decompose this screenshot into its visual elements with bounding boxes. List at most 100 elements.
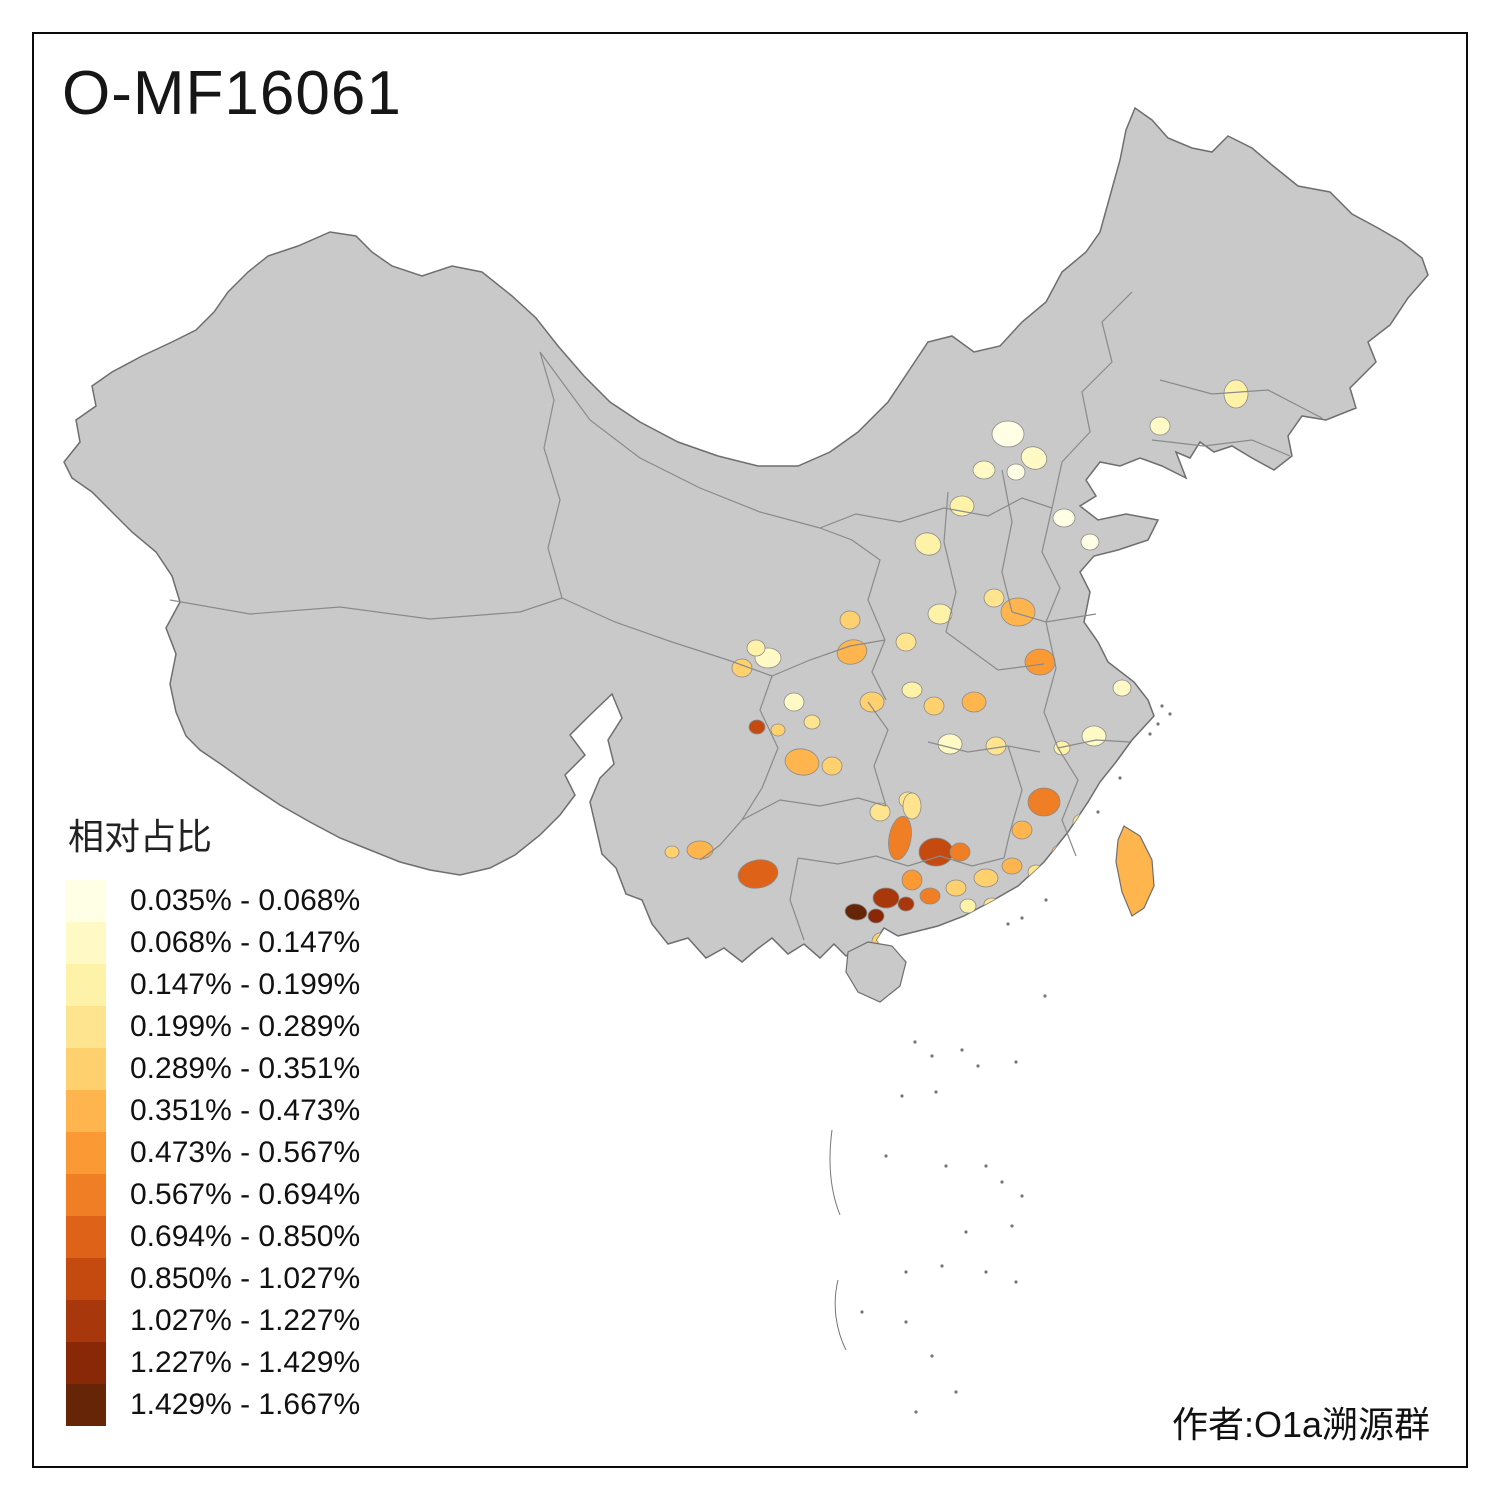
islet-dot [1020, 1194, 1024, 1198]
prefecture-region [1112, 679, 1132, 697]
prefecture-region [869, 802, 891, 822]
prefecture-region [949, 495, 975, 517]
legend-label: 0.473% - 0.567% [130, 1136, 361, 1169]
prefecture-region [784, 748, 820, 776]
prefecture-region [983, 588, 1005, 608]
legend-row: 1.227% - 1.429% [66, 1342, 360, 1384]
prefecture-region [985, 736, 1007, 756]
prefecture-region [872, 887, 900, 909]
prefecture-region [1011, 820, 1033, 840]
legend-row: 0.694% - 0.850% [66, 1216, 360, 1258]
prefecture-region [1051, 844, 1069, 860]
prefecture-region [923, 696, 945, 716]
prefecture-region [918, 837, 954, 867]
legend-swatch [66, 880, 106, 922]
prefecture-region [902, 792, 922, 820]
legend-row: 0.035% - 0.068% [66, 880, 360, 922]
hainan-island [845, 941, 907, 1003]
prefecture-region [737, 859, 779, 889]
legend-label: 0.694% - 0.850% [130, 1220, 361, 1253]
legend-rows: 0.035% - 0.068% 0.068% - 0.147% 0.147% - 0… [66, 880, 360, 1426]
prefecture-region [1027, 787, 1061, 817]
prefecture-region [959, 898, 977, 914]
legend-label: 0.035% - 0.068% [130, 884, 361, 917]
prefecture-region [973, 868, 999, 888]
islet-dot [1096, 810, 1100, 814]
prefecture-region [1117, 636, 1135, 652]
legend-label: 0.199% - 0.289% [130, 1010, 361, 1043]
legend-row: 1.027% - 1.227% [66, 1300, 360, 1342]
islet-dot [1043, 994, 1047, 998]
legend-swatch [66, 1090, 106, 1132]
prefecture-region [1000, 597, 1036, 627]
prefecture-region [1081, 725, 1107, 747]
prefecture-region [927, 603, 953, 625]
prefecture-region [867, 908, 885, 924]
prefecture-region [895, 632, 917, 652]
prefecture-region [783, 692, 805, 712]
legend: 相对占比 0.035% - 0.068% 0.068% - 0.147% 0.147… [66, 808, 360, 1426]
prefecture-region [746, 639, 766, 657]
legend-label: 0.351% - 0.473% [130, 1094, 361, 1127]
legend-swatch [66, 1300, 106, 1342]
prefecture-region [803, 714, 821, 730]
province-borders [169, 291, 1323, 941]
legend-row: 0.147% - 0.199% [66, 964, 360, 1006]
islet-dot [1044, 898, 1048, 902]
prefecture-region [1052, 508, 1076, 528]
prefecture-region [914, 532, 942, 556]
prefecture-region [1027, 864, 1045, 880]
islet-dot [976, 1064, 980, 1068]
south-china-sea-islands [860, 704, 1172, 1414]
author-credit: 作者:O1a溯源群 [1171, 1404, 1430, 1445]
islet-dot [1000, 1180, 1004, 1184]
islet-dot [934, 1090, 938, 1094]
islet-dot [1010, 1224, 1014, 1228]
islet-dot [960, 1048, 964, 1052]
prefecture-region [686, 840, 714, 860]
prefecture-region [991, 420, 1025, 448]
legend-swatch [66, 1174, 106, 1216]
prefecture-region [859, 691, 885, 713]
legend-swatch [66, 1216, 106, 1258]
legend-title: 相对占比 [68, 816, 213, 857]
china-mainland [63, 106, 1429, 964]
prefecture-region [897, 896, 915, 912]
taiwan-island [1115, 825, 1155, 917]
islet-dot [1148, 732, 1152, 736]
legend-row: 0.068% - 0.147% [66, 922, 360, 964]
islet-dot [954, 1390, 958, 1394]
prefecture-region [1072, 813, 1092, 831]
legend-label: 0.289% - 0.351% [130, 1052, 361, 1085]
prefecture-region [901, 681, 923, 699]
legend-swatch [66, 964, 106, 1006]
islet-dot [1006, 922, 1010, 926]
prefecture-region [901, 869, 923, 891]
prefecture-region [1093, 610, 1115, 630]
prefecture-region [1149, 416, 1171, 436]
islet-dot [984, 1164, 988, 1168]
prefecture-region [1001, 857, 1023, 875]
prefecture-region [1223, 379, 1249, 409]
islet-dot [964, 1230, 968, 1234]
prefecture-region [888, 815, 912, 861]
legend-row: 0.289% - 0.351% [66, 1048, 360, 1090]
legend-row: 0.473% - 0.567% [66, 1132, 360, 1174]
page-title: O-MF16061 [62, 59, 402, 128]
prefecture-region [664, 845, 680, 859]
islet-dot [1014, 1060, 1018, 1064]
legend-label: 0.850% - 1.027% [130, 1262, 361, 1295]
islet-dot [930, 1354, 934, 1358]
prefecture-region [1095, 846, 1113, 862]
legend-label: 0.068% - 0.147% [130, 926, 361, 959]
legend-swatch [66, 1132, 106, 1174]
legend-label: 1.227% - 1.429% [130, 1346, 361, 1379]
islet-dot [1160, 704, 1164, 708]
legend-row: 0.850% - 1.027% [66, 1258, 360, 1300]
islet-dot [860, 1310, 864, 1314]
islet-dot [913, 1040, 917, 1044]
prefecture-region [972, 460, 996, 480]
legend-swatch [66, 1048, 106, 1090]
legend-swatch [66, 922, 106, 964]
